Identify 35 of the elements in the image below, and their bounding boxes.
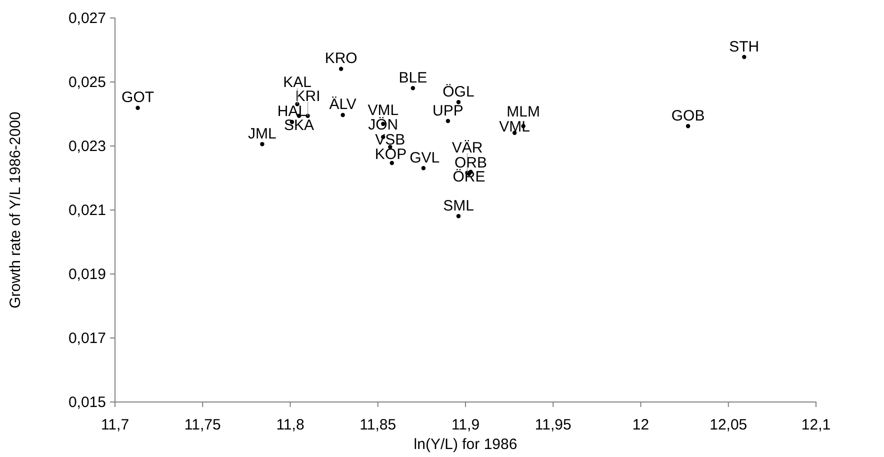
annotation: ÄLV <box>329 96 356 114</box>
x-tick-label: 12,1 <box>801 416 831 434</box>
x-tick-label: 11,75 <box>184 416 221 434</box>
annotation: GOB <box>671 107 705 124</box>
y-tick-label: 0,019 <box>68 266 106 283</box>
x-tick-label: 11,7 <box>100 416 130 434</box>
annotation: GVL <box>410 149 440 166</box>
y-tick-label: 0,021 <box>68 202 106 219</box>
annotation: VÄR <box>452 139 483 156</box>
x-tick-label: 12,05 <box>710 416 748 434</box>
annotation: ÖGL <box>442 83 474 100</box>
annotation: JÖN <box>368 116 398 134</box>
y-tick-label: 0,027 <box>68 10 106 27</box>
y-tick-label: 0,023 <box>68 138 106 155</box>
y-tick-label: 0,017 <box>68 330 106 347</box>
x-tick-label: 11,9 <box>451 416 480 434</box>
annotation: UPP <box>432 102 464 120</box>
annotation: KOP <box>374 146 407 163</box>
annotation: STH <box>729 38 760 56</box>
x-tick-label: 11,95 <box>534 416 572 434</box>
x-tick-label: 11,8 <box>276 416 304 434</box>
annotation: JML <box>248 125 276 142</box>
annotation: KAL <box>283 74 312 92</box>
annotation: BLE <box>398 69 428 86</box>
x-axis-title: ln(Y/L) for 1986 <box>414 436 518 453</box>
annotation: KRO <box>324 50 358 68</box>
annotation: MLM <box>506 103 540 120</box>
y-axis-title: Growth rate of Y/L 1986-2000 <box>7 112 24 308</box>
y-tick-label: 0,015 <box>68 394 106 411</box>
annotation: GOT <box>122 89 154 106</box>
y-tick-label: 0,025 <box>68 74 106 91</box>
x-tick-label: 12 <box>632 416 650 434</box>
annotation: SML <box>443 197 474 214</box>
x-tick-label: 11,85 <box>360 416 396 434</box>
annotation: VSB <box>375 131 406 148</box>
